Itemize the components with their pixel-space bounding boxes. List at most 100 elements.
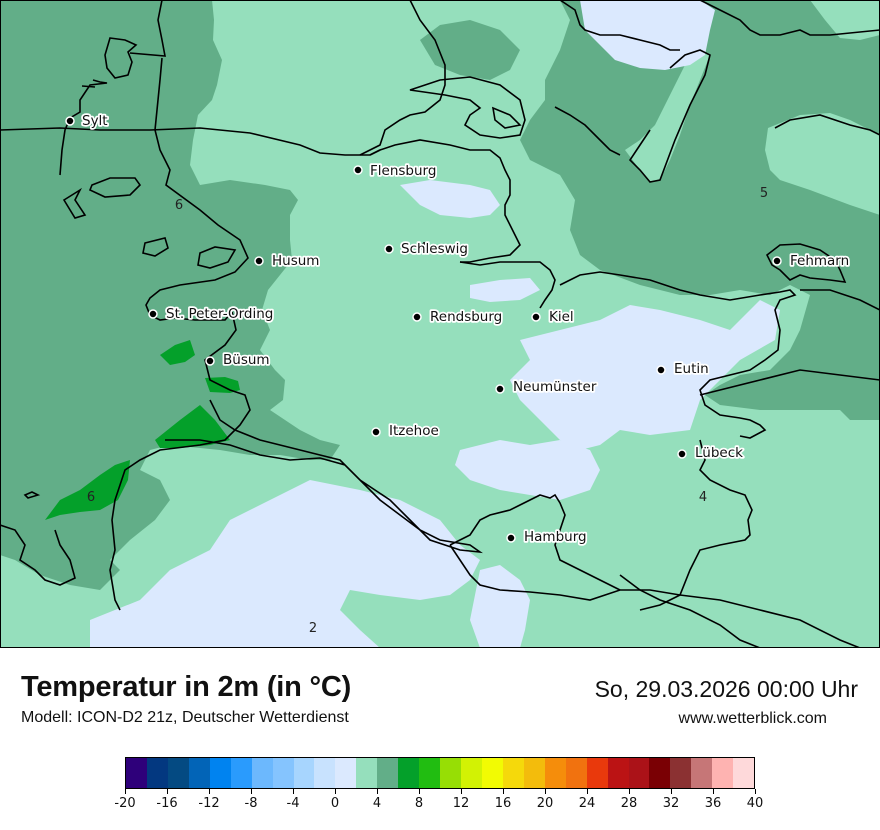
city-itzehoe: Itzehoe xyxy=(371,421,441,441)
city-dot-icon xyxy=(772,256,782,266)
colorbar-segment xyxy=(209,758,231,788)
svg-text:Büsum: Büsum xyxy=(223,352,270,368)
city-markers: Sylt Flensburg Schleswig Husum Fehmarn S… xyxy=(65,111,851,547)
svg-text:Sylt: Sylt xyxy=(82,113,108,129)
svg-text:Schleswig: Schleswig xyxy=(401,241,468,257)
colorbar-segment xyxy=(628,758,650,788)
colorbar-segment xyxy=(230,758,252,788)
city-eutin: Eutin xyxy=(656,359,710,379)
colorbar-segment xyxy=(607,758,629,788)
city-dot-icon xyxy=(495,384,505,394)
colorbar-segment xyxy=(146,758,168,788)
colorbar-tick-label: 24 xyxy=(578,796,596,811)
colorbar-segment xyxy=(335,758,357,788)
contour-label: 2 xyxy=(309,621,317,636)
region-4-6-west xyxy=(0,0,340,590)
city-dot-icon xyxy=(506,533,516,543)
colorbar-tick xyxy=(670,789,672,794)
colorbar-tick-label: 40 xyxy=(746,796,764,811)
colorbar-tick xyxy=(544,789,546,794)
region-4-6-east xyxy=(410,0,880,420)
colorbar-segment xyxy=(440,758,461,788)
city-dot-icon xyxy=(254,256,264,266)
city-kiel: Kiel xyxy=(531,307,575,327)
colorbar-tick-label: -16 xyxy=(156,796,178,811)
city-luebeck: Lübeck xyxy=(677,443,745,463)
city-dot-icon xyxy=(677,449,687,459)
city-sylt: Sylt xyxy=(65,111,109,131)
colorbar-segment xyxy=(502,758,524,788)
colorbar xyxy=(125,757,755,789)
city-flensburg: Flensburg xyxy=(353,161,438,181)
colorbar-tick xyxy=(166,789,168,794)
city-dot-icon xyxy=(412,312,422,322)
map-title: Temperatur in 2m (in °C) xyxy=(21,671,352,703)
colorbar-tick xyxy=(628,789,630,794)
region-6-8-d xyxy=(45,460,130,520)
colorbar-tick-label: 36 xyxy=(704,796,722,811)
colorbar-segment xyxy=(314,758,336,788)
colorbar-segment xyxy=(670,758,692,788)
region-0-2-south xyxy=(90,480,480,648)
city-buesum: Büsum xyxy=(205,350,271,370)
region-0-2-flensburg xyxy=(400,180,500,218)
city-dot-icon xyxy=(656,365,666,375)
city-st-peter-ording: St. Peter-Ording xyxy=(148,304,275,324)
colorbar-tick-label: 32 xyxy=(662,796,680,811)
contour-labels: 6 5 4 6 4 2 xyxy=(87,186,768,636)
colorbar-tick-label: 0 xyxy=(330,796,340,811)
city-dot-icon xyxy=(371,427,381,437)
colorbar-tick xyxy=(208,789,210,794)
colorbar-segment xyxy=(565,758,587,788)
colorbar-segment xyxy=(691,758,713,788)
colorbar-segment xyxy=(356,758,378,788)
svg-text:Eutin: Eutin xyxy=(674,361,709,377)
city-fehmarn: Fehmarn xyxy=(772,251,851,271)
svg-text:Lübeck: Lübeck xyxy=(695,445,743,461)
colorbar-ticks: -20 -16 -12 -8 -4 0 4 8 12 16 20 24 28 32 36 40 xyxy=(114,789,763,819)
colorbar-tick xyxy=(754,789,756,794)
colorbar-tick-label: 20 xyxy=(536,796,554,811)
colorbar-segment xyxy=(733,758,755,788)
svg-text:Flensburg: Flensburg xyxy=(370,163,436,179)
region-2-4-langeland xyxy=(625,50,710,182)
colorbar-tick-label: -4 xyxy=(286,796,300,811)
colorbar-segment xyxy=(523,758,545,788)
city-dot-icon xyxy=(65,116,75,126)
region-2-4-fehmarn-belt xyxy=(765,113,880,215)
region-0-2-north xyxy=(580,0,715,70)
region-6-8-a xyxy=(160,340,195,365)
temperature-map: 6 5 4 6 4 2 Sylt Flensburg Schleswig Hus… xyxy=(0,0,880,648)
city-schleswig: Schleswig xyxy=(384,239,470,259)
colorbar-tick xyxy=(418,789,420,794)
coastlines xyxy=(0,0,880,648)
colorbar-segment xyxy=(419,758,441,788)
svg-text:Rendsburg: Rendsburg xyxy=(430,309,502,325)
colorbar-segment xyxy=(586,758,608,788)
colorbar-segment xyxy=(398,758,420,788)
city-husum: Husum xyxy=(254,251,321,271)
colorbar-tick xyxy=(334,789,336,794)
colorbar-segment xyxy=(251,758,273,788)
colorbar-segment xyxy=(481,758,503,788)
city-neumuenster: Neumünster xyxy=(495,377,599,397)
colorbar-tick xyxy=(502,789,504,794)
colorbar-tick-label: 12 xyxy=(452,796,470,811)
colorbar-segment xyxy=(167,758,189,788)
svg-text:Hamburg: Hamburg xyxy=(524,529,587,545)
colorbar-segment xyxy=(377,758,399,788)
region-0-2-hamburg-north xyxy=(455,440,600,500)
city-dot-icon xyxy=(205,356,215,366)
colorbar-tick xyxy=(586,789,588,794)
region-0-2-kiel-west xyxy=(470,278,540,302)
colorbar-tick-label: -12 xyxy=(198,796,220,811)
svg-text:St. Peter-Ording: St. Peter-Ording xyxy=(166,306,273,322)
website-link[interactable]: www.wetterblick.com xyxy=(678,710,827,727)
colorbar-segment xyxy=(293,758,315,788)
colorbar-tick-label: 16 xyxy=(494,796,512,811)
colorbar-segment xyxy=(712,758,734,788)
colorbar-tick xyxy=(124,789,126,794)
contour-label: 4 xyxy=(699,490,707,505)
region-2-4-ne xyxy=(810,0,880,40)
colorbar-segment xyxy=(461,758,482,788)
